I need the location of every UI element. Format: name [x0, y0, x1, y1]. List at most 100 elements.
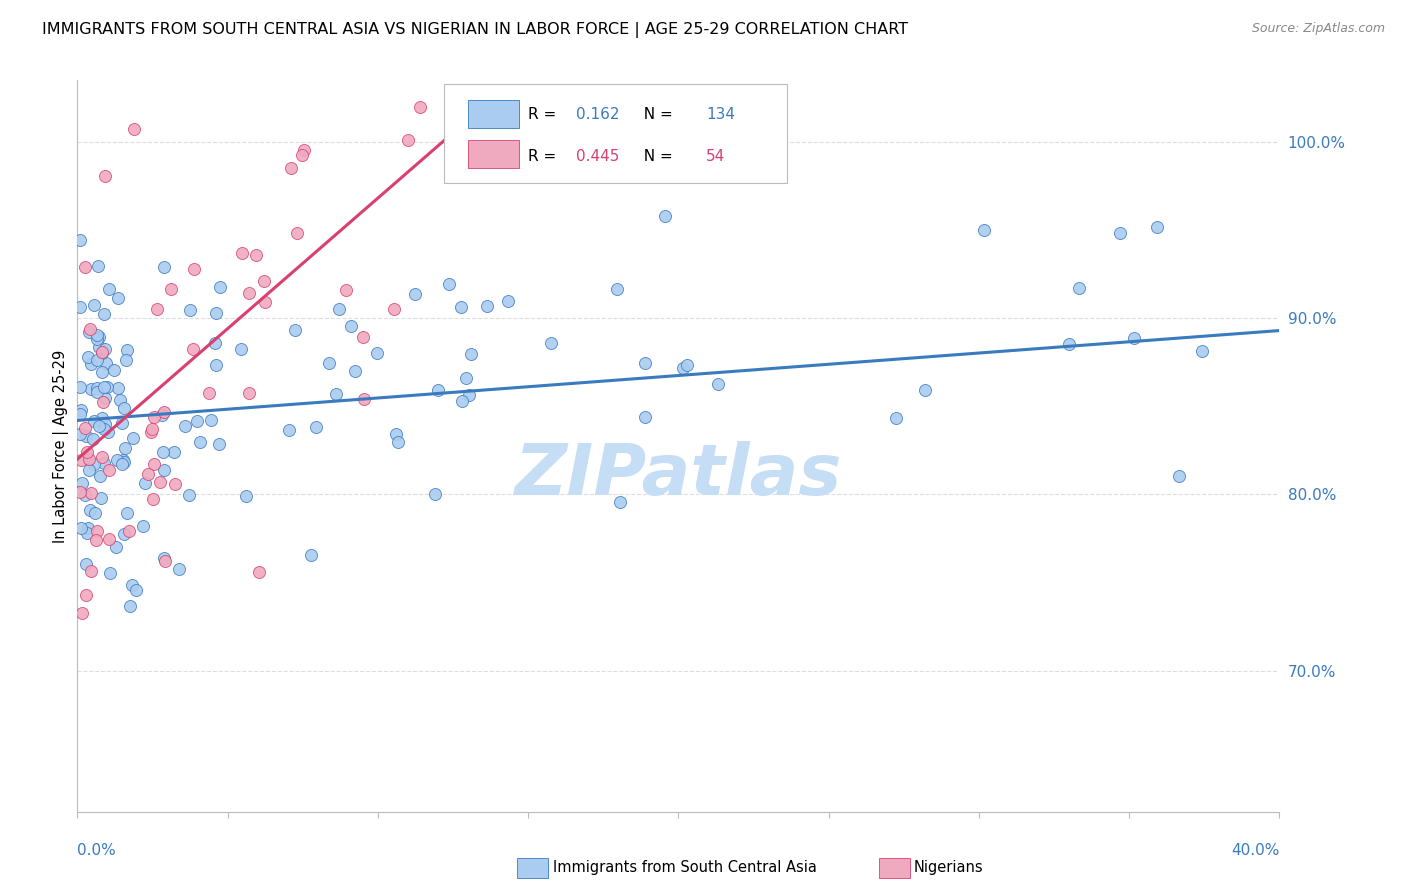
Point [86, 384, 108, 399]
Point [111, 457, 134, 471]
Point [87, 330, 110, 344]
Point [111, 416, 134, 430]
Point [83, 298, 105, 312]
Point [73, 260, 96, 274]
Point [90, 491, 112, 505]
Point [231, 246, 253, 260]
Point [90, 410, 112, 425]
Point [205, 358, 228, 372]
Point [385, 427, 408, 442]
Point [77, 463, 100, 477]
Point [245, 248, 267, 262]
Point [404, 286, 426, 301]
Point [105, 453, 128, 467]
Point [540, 335, 562, 350]
Point [231, 342, 253, 356]
Point [73, 488, 96, 502]
Point [76, 526, 98, 541]
Point [451, 393, 474, 408]
Point [1168, 469, 1191, 483]
Point [75, 588, 97, 602]
Point [79, 503, 101, 517]
Point [427, 383, 450, 397]
Point [107, 381, 129, 395]
Point [352, 330, 374, 344]
Point [86, 381, 108, 395]
Point [204, 335, 226, 350]
Point [97, 425, 120, 439]
Point [163, 445, 186, 459]
Point [70, 402, 93, 417]
Point [93, 456, 115, 470]
Point [91, 450, 114, 465]
Point [121, 578, 143, 592]
Point [141, 425, 163, 440]
Point [117, 506, 139, 520]
Point [183, 262, 205, 277]
Point [253, 274, 276, 288]
Point [208, 437, 231, 451]
Point [174, 419, 197, 434]
Point [150, 408, 173, 422]
Point [456, 371, 478, 385]
Point [84, 533, 107, 547]
Point [89, 469, 111, 483]
Text: 0.162: 0.162 [576, 107, 620, 122]
Text: Nigerians: Nigerians [914, 861, 984, 875]
Point [198, 386, 221, 401]
Point [103, 363, 125, 377]
Point [115, 353, 138, 368]
Point [451, 141, 474, 155]
Point [280, 161, 302, 175]
Point [209, 279, 232, 293]
Point [86, 327, 108, 342]
Point [134, 476, 156, 491]
Point [86, 352, 108, 367]
Point [238, 286, 260, 301]
Point [104, 540, 127, 554]
Point [153, 260, 176, 274]
Point [94, 342, 117, 356]
Point [676, 358, 699, 372]
Point [188, 434, 211, 449]
Point [110, 392, 132, 407]
Point [353, 392, 375, 406]
Point [117, 343, 139, 357]
Point [149, 475, 172, 489]
Point [94, 391, 117, 405]
Point [609, 494, 631, 508]
Point [77, 325, 100, 339]
Point [299, 548, 322, 562]
Text: 0.0%: 0.0% [77, 843, 117, 858]
Point [112, 401, 135, 416]
Point [77, 350, 100, 364]
Point [387, 435, 409, 450]
Point [654, 209, 676, 223]
Point [77, 451, 100, 466]
Point [398, 133, 420, 147]
Point [884, 410, 907, 425]
Point [75, 429, 97, 443]
Point [79, 322, 101, 336]
Point [366, 345, 388, 359]
Point [292, 143, 315, 157]
Point [496, 293, 519, 308]
Point [143, 457, 166, 471]
Text: 134: 134 [706, 107, 735, 122]
Point [335, 283, 357, 297]
Point [318, 356, 340, 370]
Point [100, 566, 122, 581]
Point [235, 489, 257, 503]
Text: N =: N = [634, 149, 678, 164]
Point [152, 445, 174, 459]
Point [145, 302, 167, 317]
Point [69, 452, 91, 467]
Point [304, 420, 326, 434]
Point [914, 383, 936, 397]
Point [69, 380, 91, 394]
Point [69, 484, 91, 499]
Point [155, 553, 177, 567]
Point [458, 388, 481, 402]
Point [83, 506, 105, 520]
Point [70, 607, 93, 621]
